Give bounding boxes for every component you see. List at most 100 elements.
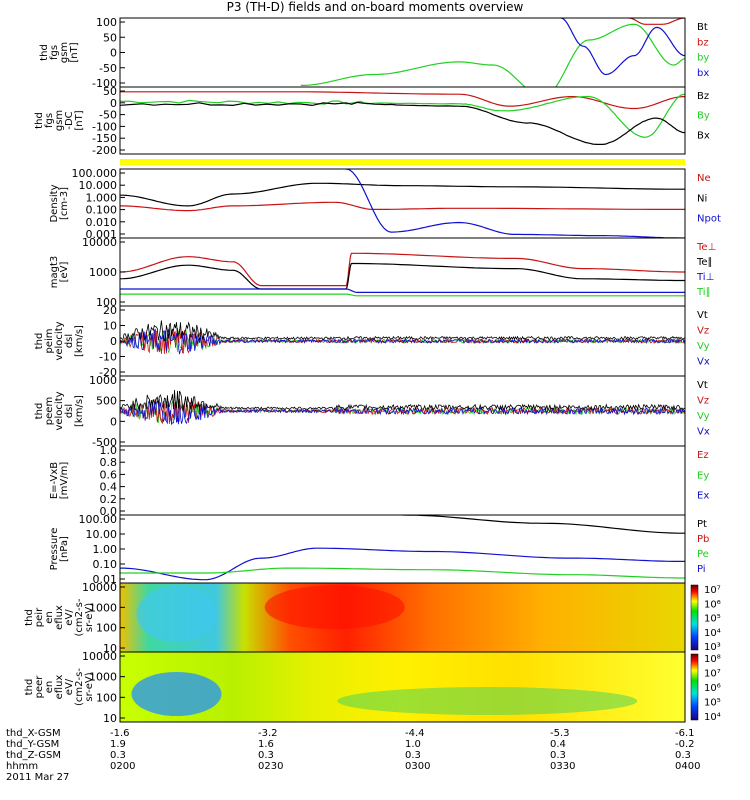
y-tick-label: 100: [96, 691, 117, 704]
spectrogram-blob: [264, 585, 405, 630]
y-tick-label: 100.000: [72, 167, 118, 180]
y-axis-label: (cm2-s-: [74, 598, 85, 636]
y-tick-label: 1000: [89, 601, 117, 614]
series-By: [120, 93, 685, 139]
colorbar: [690, 584, 699, 651]
spectrogram-blob: [136, 586, 217, 643]
plot-area: [120, 320, 685, 355]
y-tick-label: 0.010: [86, 216, 118, 229]
y-axis-label: -DC: [64, 111, 75, 129]
spectrogram-blob: [131, 672, 222, 716]
plot-area: [120, 389, 685, 426]
plot-area: [120, 583, 685, 652]
y-axis-label: E=-VxB: [49, 462, 60, 499]
y-axis-label: [eV]: [59, 262, 70, 283]
footer-value: 0400: [675, 761, 701, 772]
colorbar-label: 10⁶: [704, 683, 721, 694]
legend-entry: Pb: [697, 534, 709, 545]
y-tick-label: 1000: [89, 671, 117, 684]
panel-fgs_gsm: 100 50 0 -50 -100 thd fgs gsm [nT] Bt bz by bx: [39, 16, 709, 90]
series-Bz: [120, 91, 685, 110]
y-axis-label: sr-eV): [84, 672, 95, 701]
y-axis-label: peir: [34, 607, 45, 627]
plot-area: [120, 169, 685, 238]
legend-entry: Vy: [697, 341, 710, 352]
y-tick-label: 0.4: [100, 481, 118, 494]
y-axis-label: thd: [39, 44, 50, 61]
y-tick-label: 1.000: [86, 191, 118, 204]
footer-value: 0300: [405, 761, 431, 772]
legend-entry: Vx: [697, 427, 710, 438]
plot-area: [120, 91, 685, 145]
y-axis-label: thd: [34, 112, 45, 129]
series-Pe: [120, 567, 685, 579]
legend-entry: Vy: [697, 411, 710, 422]
legend-entry: Vz: [697, 326, 709, 337]
colorbar-label: 10⁵: [704, 614, 721, 625]
series-black: [120, 320, 685, 342]
y-axis-label: en: [44, 681, 55, 694]
footer-value: 0.3: [405, 750, 421, 761]
y-tick-label: -100: [92, 120, 117, 133]
footer-value: -5.3: [550, 728, 570, 739]
legend-entry: Bx: [697, 130, 710, 141]
y-tick-label: 10.000: [79, 179, 118, 192]
y-tick-label: 0.01: [93, 573, 118, 586]
y-axis-label: gsm: [54, 110, 65, 131]
y-axis-label: eflux: [54, 675, 65, 700]
y-tick-label: 10: [103, 320, 117, 333]
panel-efield: 1.00.80.60.40.20.0 E=-VxB [mV/m] Ez Ey Ex: [49, 444, 709, 518]
legend-entry: Vt: [697, 310, 708, 321]
panel-frame: [119, 17, 686, 88]
legend-entry: By: [697, 111, 710, 122]
y-axis-label: fgs: [44, 113, 55, 128]
y-axis-label: eflux: [54, 605, 65, 630]
footer-value: 1.9: [110, 739, 126, 750]
y-axis-label: gsm: [59, 42, 70, 63]
spectrogram-blob: [337, 687, 638, 715]
y-axis-label: peem: [44, 397, 55, 425]
legend-entry: Pi: [697, 564, 706, 575]
y-tick-label: -150: [92, 132, 117, 145]
panel-frame: [119, 168, 686, 239]
series-Pi: [120, 547, 685, 581]
y-tick-label: 100: [96, 296, 117, 309]
y-tick-label: 0.001: [86, 228, 118, 241]
series-Bx: [120, 101, 685, 145]
y-tick-label: 50: [103, 85, 117, 98]
figure-title: P3 (TH-D) fields and on-board moments ov…: [226, 0, 524, 14]
y-axis-label: velocity: [54, 391, 65, 430]
y-tick-label: 10: [103, 642, 117, 655]
legend-entry: bx: [697, 68, 709, 79]
y-tick-label: -500: [92, 436, 117, 449]
y-axis-label: Pressure: [49, 528, 60, 571]
y-tick-label: 0.10: [93, 558, 118, 571]
footer-value: 0330: [550, 761, 576, 772]
legend-entry: Ne: [697, 173, 711, 184]
legend-entry: by: [697, 53, 709, 64]
series-Ti⊥: [120, 288, 685, 293]
y-axis-label: velocity: [54, 321, 65, 360]
y-tick-label: 0: [110, 415, 117, 428]
y-tick-label: 100.00: [79, 513, 118, 526]
panel-peir_spec: 10000 1000 100 10 thd peir en eflux eV/(cm2-s-sr…: [24, 581, 721, 655]
series-blue: [120, 328, 685, 355]
series-Ne: [120, 201, 685, 212]
y-tick-label: 10000: [82, 236, 117, 249]
y-tick-label: 1000: [89, 266, 117, 279]
plot-area: [300, 18, 685, 87]
colorbar-label: 10⁶: [704, 599, 721, 610]
footer-value: 0.3: [675, 750, 691, 761]
legend-entry: Ey: [697, 470, 709, 481]
footer-row-label: thd_Y-GSM: [6, 739, 60, 750]
footer-value: -0.2: [675, 739, 695, 750]
y-axis-label: en: [44, 611, 55, 624]
y-axis-label: thd: [34, 403, 45, 420]
y-tick-label: -200: [92, 144, 117, 157]
legend-entry: Vz: [697, 396, 709, 407]
y-axis-label: [km/s]: [74, 325, 85, 357]
colorbar-label: 10⁸: [704, 654, 721, 665]
colorbar-label: 10³: [704, 642, 721, 653]
y-axis-label: fgs: [49, 45, 60, 60]
colorbar-label: 10⁴: [704, 712, 721, 723]
